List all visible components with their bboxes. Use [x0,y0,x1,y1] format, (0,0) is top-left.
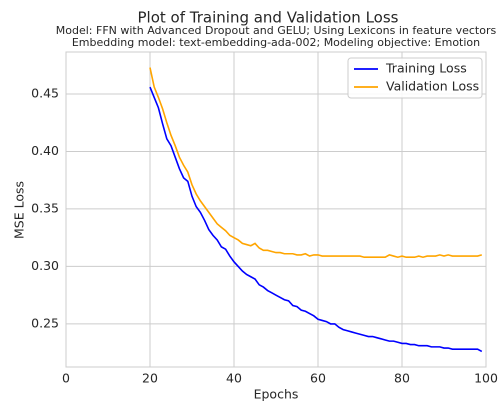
x-tick-label: 100 [474,371,498,386]
y-tick-label: 0.25 [31,315,59,330]
y-tick-label: 0.45 [31,85,59,100]
line-series [149,86,483,353]
legend-box [347,57,483,99]
chart-title: Plot of Training and Validation Loss [138,9,399,27]
x-tick-label: 0 [62,371,70,386]
chart-subtitle: Embedding model: text-embedding-ada-002;… [72,36,480,49]
legend-label: Validation Loss [386,79,479,94]
x-tick-label: 60 [310,371,326,386]
y-tick-label: 0.40 [31,143,59,158]
x-tick-label: 80 [394,371,410,386]
y-tick-label: 0.35 [31,200,59,215]
y-tick-label: 0.30 [31,258,59,273]
x-tick-label: 20 [142,371,158,386]
legend-label: Training Loss [385,61,467,76]
line-series [149,67,483,259]
chart-subtitle: Model: FFN with Advanced Dropout and GEL… [56,24,497,37]
y-axis-label: MSE Loss [12,181,27,239]
plot-frame [65,51,487,368]
x-tick-label: 40 [226,371,242,386]
x-axis-label: Epochs [254,387,299,401]
